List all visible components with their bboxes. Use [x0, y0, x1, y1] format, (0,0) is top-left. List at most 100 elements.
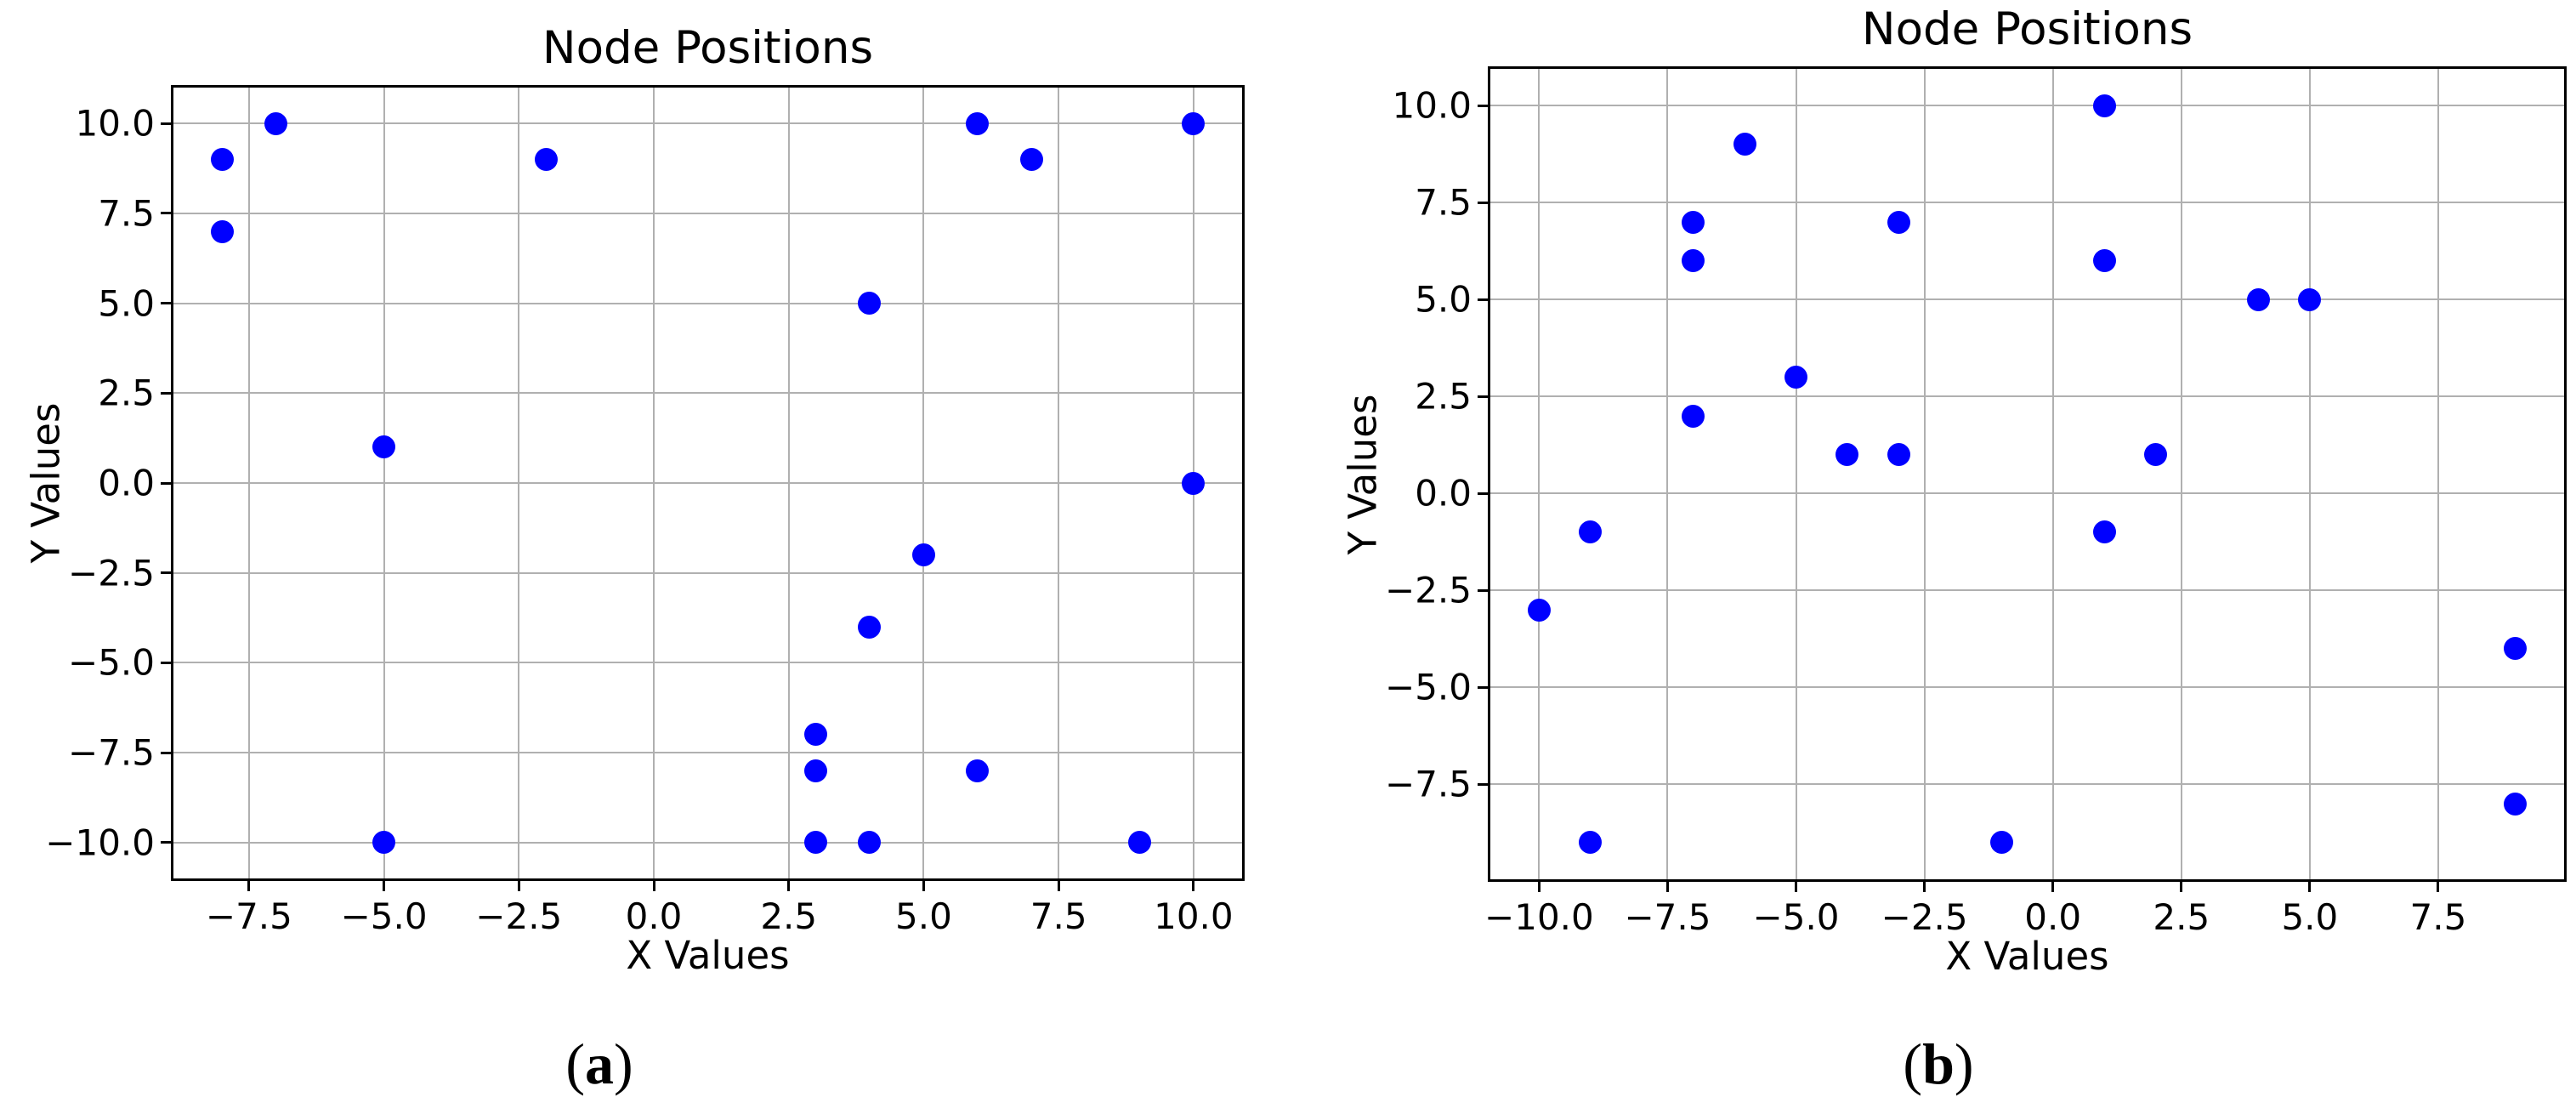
- subplot-a-y-gridline: [173, 482, 1242, 484]
- subplot-a-data-point: [210, 219, 234, 243]
- subplot-b-axes: Node Positions X Values Y Values −10.0 −7…: [1341, 3, 2567, 979]
- subplot-a-data-point: [858, 615, 882, 639]
- subplot-b-x-tick-mark: [2051, 882, 2055, 892]
- subplot-a-y-tick-mark: [161, 212, 171, 215]
- subplot-b-x-tick-label: −10.0: [1484, 896, 1594, 938]
- subplot-b-y-gridline: [1490, 589, 2564, 592]
- subplot-b-y-tick-mark: [1478, 588, 1488, 592]
- subplot-a-y-tick-label: −10.0: [45, 821, 155, 864]
- subplot-b-y-tick-label: 0.0: [1415, 472, 1472, 514]
- subplot-a-x-tick-mark: [1192, 881, 1195, 891]
- subplot-b-xlabel: X Values: [1945, 934, 2109, 979]
- subplot-b-y-tick-mark: [1478, 685, 1488, 689]
- caption-b: (b): [1903, 1031, 1973, 1098]
- subplot-a-data-point: [858, 831, 882, 855]
- subplot-a-y-tick-label: 5.0: [98, 282, 155, 325]
- subplot-b-y-tick-label: 10.0: [1392, 84, 1472, 127]
- subplot-a-x-tick-mark: [652, 881, 655, 891]
- subplot-b-data-point: [1784, 366, 1808, 389]
- subplot-b-data-point: [1989, 831, 2013, 855]
- subplot-a-data-point: [372, 435, 396, 459]
- subplot-a-data-point: [911, 543, 935, 567]
- subplot-b-y-tick-label: −2.5: [1385, 569, 1472, 611]
- subplot-b-x-tick-label: −7.5: [1624, 896, 1711, 938]
- subplot-a-y-gridline: [173, 122, 1242, 125]
- subplot-b-data-point: [2246, 287, 2270, 311]
- subplot-b-x-tick-mark: [1537, 882, 1540, 892]
- subplot-b-y-tick-mark: [1478, 298, 1488, 301]
- subplot-a-y-tick-mark: [161, 751, 171, 754]
- subplot-b-y-tick-label: −7.5: [1385, 763, 1472, 805]
- subplot-a-y-tick-label: 7.5: [98, 192, 155, 235]
- subplot-b-x-gridline: [1666, 69, 1669, 879]
- subplot-b-data-point: [2092, 94, 2116, 117]
- subplot-b-x-gridline: [1538, 69, 1540, 879]
- subplot-b-title: Node Positions: [1861, 3, 2193, 55]
- subplot-b-x-gridline: [1795, 69, 1797, 879]
- subplot-a-y-tick-label: 0.0: [98, 462, 155, 504]
- subplot-a-data-point: [1182, 471, 1206, 495]
- subplot-b-data-point: [2092, 520, 2116, 544]
- subplot-b-y-gridline: [1490, 492, 2564, 495]
- subplot-a-x-tick-mark: [247, 881, 251, 891]
- subplot-b-x-gridline: [2308, 69, 2311, 879]
- subplot-a-y-tick-label: −5.0: [68, 641, 155, 684]
- subplot-a-y-gridline: [173, 571, 1242, 574]
- subplot-b-x-tick-label: 7.5: [2409, 896, 2467, 938]
- subplot-a-x-tick-label: 0.0: [625, 895, 683, 937]
- subplot-a-data-point: [803, 759, 827, 782]
- caption-a-open-paren: (: [565, 1032, 585, 1096]
- subplot-a-y-gridline: [173, 302, 1242, 304]
- subplot-a-data-point: [534, 148, 558, 172]
- caption-b-letter: b: [1922, 1032, 1955, 1096]
- subplot-a-data-point: [858, 292, 882, 315]
- subplot-b-data-point: [2144, 443, 2168, 467]
- subplot-b-data-point: [1733, 133, 1756, 156]
- subplot-b-y-tick-mark: [1478, 782, 1488, 786]
- subplot-a-y-gridline: [173, 752, 1242, 754]
- subplot-b-data-point: [1527, 598, 1551, 622]
- caption-a-close-paren: ): [614, 1032, 633, 1096]
- subplot-a-y-tick-label: −7.5: [68, 731, 155, 774]
- subplot-b-x-tick-mark: [2437, 882, 2440, 892]
- subplot-a-x-tick-mark: [517, 881, 520, 891]
- subplot-a-x-tick-mark: [787, 881, 791, 891]
- subplot-b-y-gridline: [1490, 202, 2564, 204]
- subplot-b-y-tick-mark: [1478, 201, 1488, 204]
- subplot-a-y-tick-mark: [161, 122, 171, 125]
- subplot-b-y-tick-mark: [1478, 492, 1488, 495]
- subplot-a-y-tick-mark: [161, 481, 171, 485]
- subplot-b-x-gridline: [2051, 69, 2054, 879]
- subplot-b-x-gridline: [2180, 69, 2182, 879]
- subplot-b-data-point: [1579, 831, 1603, 855]
- subplot-b-data-point: [1836, 443, 1859, 467]
- subplot-b-data-point: [2092, 249, 2116, 273]
- subplot-b-y-gridline: [1490, 105, 2564, 107]
- subplot-b-ylabel: Y Values: [1340, 394, 1386, 554]
- subplot-a-y-tick-label: 10.0: [75, 102, 155, 145]
- subplot-a-data-point: [372, 831, 396, 855]
- subplot-a-y-tick-mark: [161, 391, 171, 395]
- subplot-a-y-gridline: [173, 212, 1242, 214]
- subplot-a-x-tick-label: 5.0: [895, 895, 952, 937]
- subplot-b-y-tick-label: 2.5: [1415, 375, 1472, 418]
- subplot-a-x-tick-label: 7.5: [1030, 895, 1087, 937]
- subplot-a-y-tick-mark: [161, 841, 171, 844]
- subplot-a-x-tick-label: −5.0: [340, 895, 428, 937]
- subplot-b-x-tick-mark: [1795, 882, 1798, 892]
- subplot-a-data-point: [210, 148, 234, 172]
- subplot-a-data-point: [1127, 831, 1151, 855]
- subplot-a-y-tick-mark: [161, 571, 171, 575]
- subplot-b-y-tick-label: −5.0: [1385, 666, 1472, 708]
- subplot-b-x-tick-mark: [1923, 882, 1926, 892]
- subplot-a-data-point: [264, 111, 288, 135]
- subplot-b-data-point: [1682, 404, 1705, 428]
- subplot-a-y-tick-label: −2.5: [68, 552, 155, 594]
- subplot-b-y-tick-label: 5.0: [1415, 278, 1472, 321]
- subplot-b-y-gridline: [1490, 783, 2564, 786]
- subplot-b-data-point: [1579, 520, 1603, 544]
- caption-b-open-paren: (: [1903, 1032, 1923, 1096]
- subplot-a-data-point: [966, 111, 990, 135]
- subplot-b-data-point: [1887, 443, 1910, 467]
